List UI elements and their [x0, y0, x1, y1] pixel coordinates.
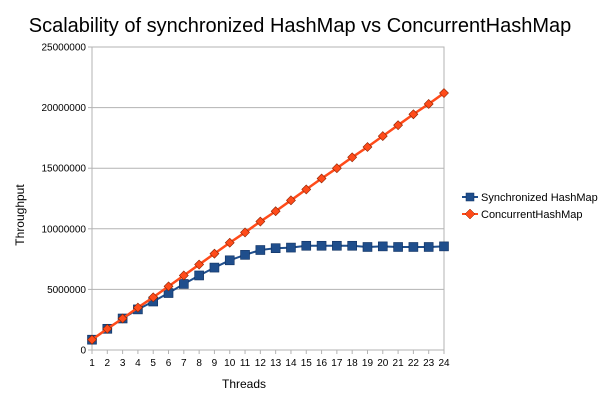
data-point-synchronized	[301, 240, 312, 251]
x-axis-ticks: 1 2 3 4 5 6 7 8 9 10 11 12 13 14 15 16 17 18 19 20 21 22 23 24	[89, 350, 450, 369]
x-tick-label: 11	[240, 358, 251, 369]
data-point-concurrent	[209, 248, 220, 259]
x-tick-label: 5	[150, 358, 156, 369]
data-point-synchronized	[224, 255, 235, 266]
data-point-concurrent	[255, 216, 266, 227]
x-tick-label: 9	[212, 358, 218, 369]
y-axis-title: Throughput	[13, 184, 27, 246]
data-point-concurrent	[224, 237, 235, 248]
y-tick-label: 15000000	[42, 164, 87, 175]
data-point-synchronized	[240, 250, 250, 260]
data-point-synchronized	[332, 240, 342, 251]
data-point-synchronized	[377, 241, 388, 252]
data-point-concurrent	[194, 259, 205, 270]
y-axis-ticks: 0 5000000 10000000 15000000 20000000 25000000	[42, 43, 92, 357]
data-point-concurrent	[286, 195, 296, 206]
legend-label-concurrent: ConcurrentHashMap	[481, 209, 583, 221]
x-tick-label: 20	[377, 358, 389, 369]
x-tick-label: 10	[224, 358, 236, 369]
legend-marker-synchronized	[465, 192, 475, 202]
data-point-concurrent	[362, 142, 373, 152]
data-point-concurrent	[270, 206, 281, 217]
data-point-concurrent	[408, 109, 419, 120]
data-point-concurrent	[439, 88, 449, 98]
data-point-concurrent	[117, 313, 128, 324]
data-point-synchronized	[362, 242, 373, 252]
data-point-synchronized	[347, 240, 357, 251]
y-tick-label: 20000000	[42, 103, 87, 114]
data-point-concurrent	[132, 302, 143, 313]
x-tick-label: 14	[285, 358, 297, 369]
legend: Synchronized HashMap ConcurrentHashMap	[462, 192, 598, 221]
data-point-synchronized	[194, 270, 204, 281]
y-tick-label: 5000000	[47, 285, 86, 296]
data-point-synchronized	[255, 245, 266, 255]
x-tick-label: 3	[120, 358, 126, 369]
data-point-synchronized	[179, 279, 189, 289]
x-tick-label: 2	[105, 358, 111, 369]
data-point-synchronized	[286, 242, 296, 253]
y-tick-label: 0	[80, 346, 86, 357]
data-point-concurrent	[423, 99, 434, 109]
series-line-concurrent	[91, 92, 445, 341]
data-point-concurrent	[87, 334, 97, 345]
x-tick-label: 18	[347, 358, 359, 369]
data-point-concurrent	[377, 131, 388, 142]
x-tick-label: 7	[181, 358, 187, 369]
data-point-concurrent	[163, 281, 174, 292]
data-point-concurrent	[347, 152, 358, 163]
x-tick-label: 15	[301, 358, 313, 369]
gridlines	[92, 46, 444, 351]
data-point-synchronized	[209, 262, 220, 273]
x-tick-label: 22	[408, 358, 420, 369]
x-tick-label: 13	[270, 358, 282, 369]
data-point-synchronized	[316, 240, 327, 251]
legend-label-synchronized: Synchronized HashMap	[481, 192, 598, 204]
x-axis-title: Threads	[222, 377, 266, 391]
data-point-concurrent	[240, 227, 250, 238]
x-tick-label: 21	[393, 358, 405, 369]
chart-title: Scalability of synchronized HashMap vs C…	[29, 15, 571, 37]
y-tick-label: 25000000	[42, 43, 87, 54]
x-tick-label: 17	[331, 358, 343, 369]
plot-area-frame	[91, 46, 445, 351]
series-line-synchronized	[91, 244, 445, 341]
x-tick-label: 8	[196, 358, 202, 369]
data-point-concurrent	[316, 173, 327, 184]
x-tick-label: 6	[166, 358, 172, 369]
x-tick-label: 19	[362, 358, 374, 369]
data-point-synchronized	[408, 242, 419, 252]
data-point-synchronized	[270, 243, 281, 253]
x-tick-label: 1	[89, 358, 95, 369]
x-tick-label: 4	[135, 358, 141, 369]
data-point-concurrent	[178, 270, 189, 281]
data-point-synchronized	[393, 242, 403, 252]
data-point-concurrent	[102, 323, 113, 334]
x-tick-label: 16	[316, 358, 328, 369]
x-tick-label: 24	[438, 358, 450, 369]
y-tick-label: 10000000	[42, 224, 87, 235]
x-tick-label: 12	[255, 358, 267, 369]
series-layer	[87, 88, 449, 345]
x-tick-label: 23	[423, 358, 435, 369]
data-point-concurrent	[301, 184, 312, 195]
data-point-concurrent	[393, 120, 404, 131]
legend-marker-concurrent	[464, 208, 476, 220]
data-point-synchronized	[423, 242, 434, 252]
data-point-concurrent	[148, 292, 159, 303]
data-point-concurrent	[331, 163, 342, 174]
data-point-synchronized	[439, 241, 449, 252]
